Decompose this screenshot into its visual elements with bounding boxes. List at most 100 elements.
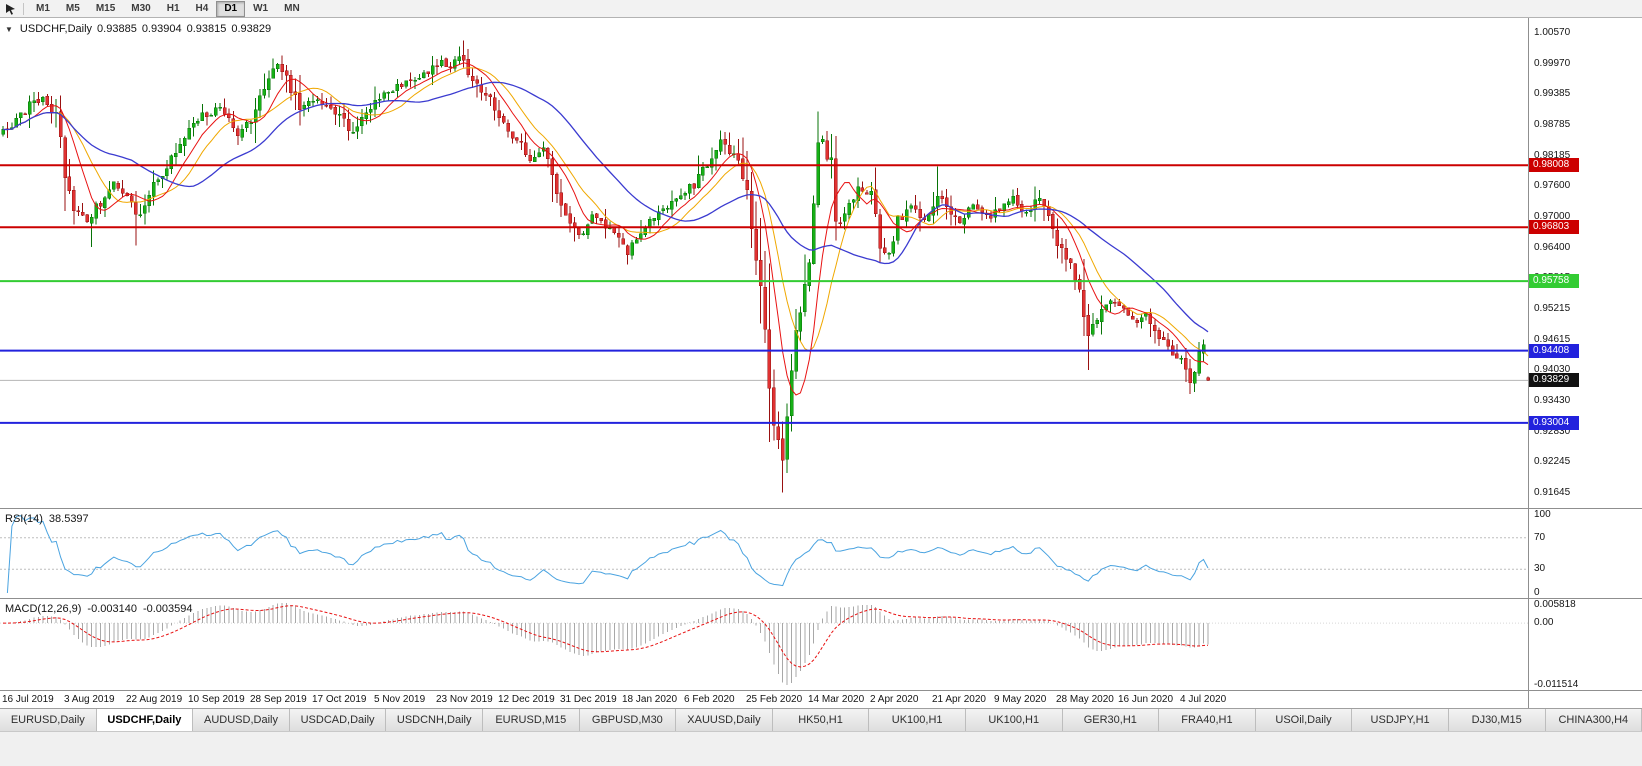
period-button-m5[interactable]: M5 <box>58 1 88 17</box>
tab-dj30-m15[interactable]: DJ30,M15 <box>1448 709 1546 731</box>
level-price-badge: 0.95758 <box>1529 274 1579 288</box>
date-axis-label: 10 Sep 2019 <box>188 694 245 705</box>
ma-slow-line <box>2 81 1209 333</box>
tab-eurusd-daily[interactable]: EURUSD,Daily <box>0 709 97 731</box>
chart-ohlc-header: ▼ USDCHF,Daily 0.93885 0.93904 0.93815 0… <box>5 23 271 35</box>
period-button-mn[interactable]: MN <box>276 1 308 17</box>
date-axis-label: 17 Oct 2019 <box>312 694 367 705</box>
price-axis-label: 0.94615 <box>1534 334 1571 345</box>
horizontal-level-lines <box>0 164 1528 424</box>
date-axis-label: 25 Feb 2020 <box>746 694 803 705</box>
rsi-axis-label: 70 <box>1534 532 1546 543</box>
period-buttons-group: M1 M5 M15 M30 H1 H4 D1 W1 MN <box>28 0 308 18</box>
tab-uk100-h1[interactable]: UK100,H1 <box>965 709 1063 731</box>
collapse-chart-icon[interactable]: ▼ <box>5 24 13 34</box>
date-axis-label: 14 Mar 2020 <box>808 694 865 705</box>
price-axis-label: 0.95215 <box>1534 303 1571 314</box>
plot-column: ▼ USDCHF,Daily 0.93885 0.93904 0.93815 0… <box>0 18 1528 708</box>
cursor-arrow-icon[interactable] <box>3 1 19 17</box>
rsi-line <box>6 515 1209 594</box>
rsi-panel: RSI(14) 38.5397 <box>0 508 1528 598</box>
macd-axis-label: 0.005818 <box>1534 599 1576 610</box>
date-axis-label: 4 Jul 2020 <box>1180 694 1227 705</box>
candles <box>1 40 1210 493</box>
ohlc-high-value: 0.93904 <box>141 23 182 35</box>
date-axis-label: 28 May 2020 <box>1056 694 1114 705</box>
level-price-badge: 0.93004 <box>1529 416 1579 430</box>
period-button-m15[interactable]: M15 <box>88 1 123 17</box>
tab-china300-h4[interactable]: CHINA300,H4 <box>1545 709 1642 731</box>
period-button-m30[interactable]: M30 <box>123 1 158 17</box>
tab-uk100-h1[interactable]: UK100,H1 <box>869 709 966 731</box>
price-panel: ▼ USDCHF,Daily 0.93885 0.93904 0.93815 0… <box>0 18 1528 508</box>
level-price-badge: 0.96803 <box>1529 220 1579 234</box>
tab-hk50-h1[interactable]: HK50,H1 <box>772 709 870 731</box>
rsi-axis-label: 30 <box>1534 563 1546 574</box>
price-axis-label: 1.00570 <box>1534 27 1571 38</box>
moving-averages <box>2 62 1209 396</box>
price-axis-label: 0.93430 <box>1534 395 1571 406</box>
date-axis-label: 16 Jun 2020 <box>1118 694 1174 705</box>
rsi-axis[interactable]: 100 70 30 0 <box>1529 508 1642 598</box>
price-axis-label: 0.92830 <box>1534 426 1571 437</box>
ma-mid-line <box>2 67 1209 357</box>
price-axis[interactable]: 1.00570 0.99970 0.99385 0.98785 0.98185 0.976… <box>1529 18 1642 508</box>
chart-window: ▼ USDCHF,Daily 0.93885 0.93904 0.93815 0… <box>0 18 1642 708</box>
price-axis-label: 0.99970 <box>1534 58 1571 69</box>
tab-usdcnh-daily[interactable]: USDCNH,Daily <box>386 709 483 731</box>
tab-usdchf-daily[interactable]: USDCHF,Daily <box>96 709 194 731</box>
price-axis-label: 0.92245 <box>1534 456 1571 467</box>
tab-eurusd-m15[interactable]: EURUSD,M15 <box>482 709 580 731</box>
date-axis-label: 5 Nov 2019 <box>374 694 426 705</box>
tab-usdcad-daily[interactable]: USDCAD,Daily <box>289 709 387 731</box>
rsi-chart-canvas[interactable] <box>0 509 1528 598</box>
tab-audusd-daily[interactable]: AUDUSD,Daily <box>193 709 290 731</box>
cursor-arrow-glyph <box>6 3 15 15</box>
tab-xauusd-daily[interactable]: XAUUSD,Daily <box>676 709 773 731</box>
price-axis-label: 0.99385 <box>1534 88 1571 99</box>
tab-usoil-daily[interactable]: USOil,Daily <box>1255 709 1353 731</box>
macd-histogram <box>11 603 1209 685</box>
period-button-w1[interactable]: W1 <box>245 1 276 17</box>
chart-tabbar: EURUSD,Daily USDCHF,Daily AUDUSD,Daily USDC… <box>0 708 1642 731</box>
ma-fast-line <box>2 62 1209 396</box>
price-axis-label: 0.96400 <box>1534 242 1571 253</box>
price-axis-label: 0.94030 <box>1534 364 1571 375</box>
macd-header: MACD(12,26,9) -0.003140 -0.003594 <box>5 603 193 615</box>
time-axis[interactable]: 16 Jul 2019 3 Aug 2019 22 Aug 2019 10 Sep 2… <box>0 690 1528 708</box>
period-button-d1[interactable]: D1 <box>216 0 246 17</box>
tab-gbpusd-m30[interactable]: GBPUSD,M30 <box>579 709 677 731</box>
tab-fra40-h1[interactable]: FRA40,H1 <box>1159 709 1256 731</box>
price-axis-label: 0.98785 <box>1534 119 1571 130</box>
macd-chart-canvas[interactable] <box>0 599 1528 690</box>
period-button-h4[interactable]: H4 <box>188 1 217 17</box>
rsi-axis-label: 100 <box>1534 509 1551 520</box>
ohlc-open-value: 0.93885 <box>97 23 137 35</box>
period-button-h1[interactable]: H1 <box>159 1 188 17</box>
price-axis-column[interactable]: 1.00570 0.99970 0.99385 0.98785 0.98185 0.976… <box>1528 18 1642 708</box>
macd-main-value: -0.003140 <box>87 603 137 615</box>
macd-axis-label: 0.00 <box>1534 617 1554 628</box>
macd-indicator-name: MACD(12,26,9) <box>5 603 82 615</box>
price-axis-label: 0.97600 <box>1534 180 1571 191</box>
rsi-indicator-name: RSI(14) <box>5 513 43 525</box>
date-axis-label: 3 Aug 2019 <box>64 694 115 705</box>
macd-axis[interactable]: 0.005818 0.00 -0.011514 <box>1529 598 1642 690</box>
status-bar <box>0 731 1642 766</box>
toolbar-separator <box>23 2 24 15</box>
date-axis-label: 6 Feb 2020 <box>684 694 735 705</box>
macd-panel: MACD(12,26,9) -0.003140 -0.003594 <box>0 598 1528 690</box>
ohlc-close-value: 0.93829 <box>231 23 272 35</box>
tab-usdjpy-h1[interactable]: USDJPY,H1 <box>1352 709 1449 731</box>
price-axis-label: 0.91645 <box>1534 487 1571 498</box>
price-chart-canvas[interactable] <box>0 18 1528 508</box>
price-axis-label: 0.97000 <box>1534 211 1571 222</box>
level-price-badge: 0.98008 <box>1529 158 1579 172</box>
date-axis-label: 22 Aug 2019 <box>126 694 183 705</box>
tab-ger30-h1[interactable]: GER30,H1 <box>1062 709 1160 731</box>
period-button-m1[interactable]: M1 <box>28 1 58 17</box>
current-price-badge: 0.93829 <box>1529 373 1579 387</box>
date-axis-label: 21 Apr 2020 <box>932 694 986 705</box>
date-axis-label: 12 Dec 2019 <box>498 694 555 705</box>
